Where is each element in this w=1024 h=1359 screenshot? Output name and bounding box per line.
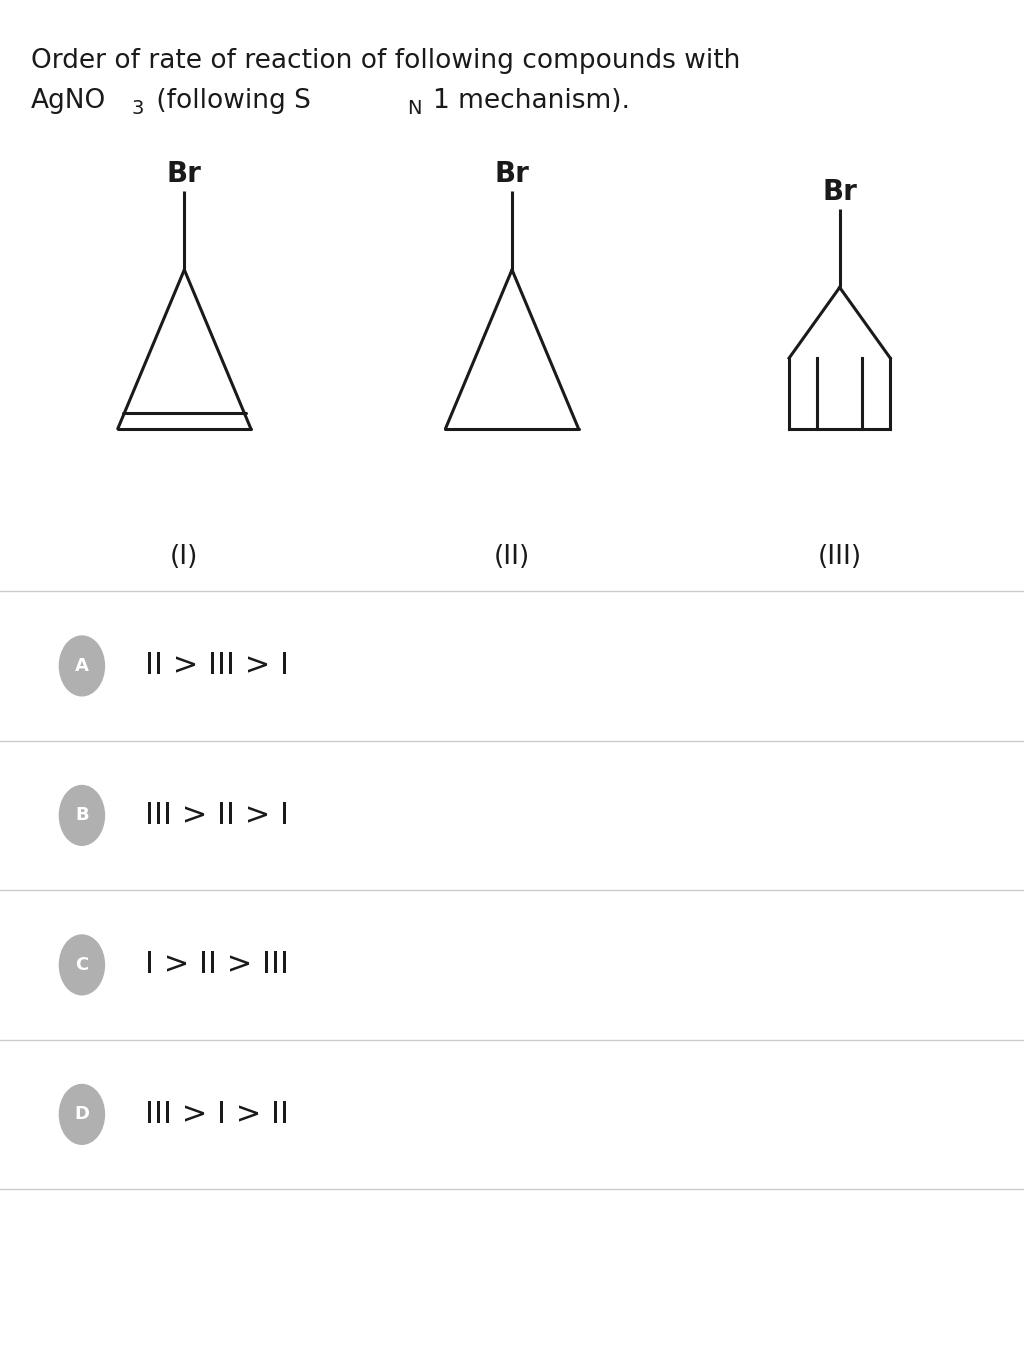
Text: (III): (III)	[817, 544, 862, 571]
Circle shape	[59, 786, 104, 845]
Text: (II): (II)	[494, 544, 530, 571]
Text: Br: Br	[495, 160, 529, 188]
Text: Br: Br	[822, 178, 857, 205]
Text: II > III > I: II > III > I	[145, 651, 290, 681]
Text: I > II > III: I > II > III	[145, 950, 290, 980]
Text: A: A	[75, 656, 89, 675]
Text: B: B	[75, 806, 89, 825]
Circle shape	[59, 935, 104, 995]
Text: III > II > I: III > II > I	[145, 800, 290, 830]
Text: C: C	[76, 955, 88, 974]
Text: D: D	[75, 1105, 89, 1124]
Text: Br: Br	[167, 160, 202, 188]
Text: Order of rate of reaction of following compounds with: Order of rate of reaction of following c…	[31, 48, 740, 73]
Text: AgNO: AgNO	[31, 88, 105, 114]
Circle shape	[59, 1084, 104, 1144]
Text: N: N	[408, 99, 422, 118]
Text: 3: 3	[131, 99, 143, 118]
Text: 1 mechanism).: 1 mechanism).	[433, 88, 630, 114]
Text: (I): (I)	[170, 544, 199, 571]
Circle shape	[59, 636, 104, 696]
Text: (following S: (following S	[148, 88, 311, 114]
Text: III > I > II: III > I > II	[145, 1099, 290, 1129]
